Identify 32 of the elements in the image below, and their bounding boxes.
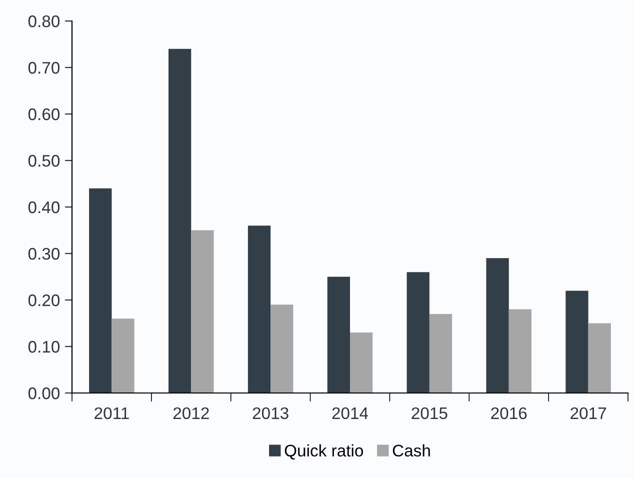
x-tick-label: 2014 [332,407,368,420]
bar [429,314,452,393]
y-tick-label: 0.70 [28,62,60,74]
x-tick-label: 2017 [570,407,606,420]
bar [588,323,611,393]
y-tick-label: 0.40 [28,201,60,214]
bar [270,304,294,393]
bar [248,226,271,393]
y-tick-label: 0.60 [28,108,60,120]
y-tick-label: 0.00 [28,387,60,400]
bar [486,258,509,393]
x-tick-label: 2013 [252,407,288,420]
bar [168,48,192,393]
legend-label: Quick ratio [284,444,364,460]
bar [350,332,373,393]
y-tick-label: 0.50 [28,154,60,167]
y-tick-label: 0.20 [28,294,60,306]
x-tick-label: 2012 [173,407,209,420]
x-tick-label: 2015 [412,407,448,420]
y-tick-label: 0.10 [28,340,60,353]
x-tick-label: 2016 [491,407,527,420]
legend-label: Cash [392,444,430,457]
bar [191,230,214,393]
y-tick-label: 0.30 [28,248,60,260]
y-tick-label: 0.80 [28,15,60,28]
bar [508,309,532,393]
bar [566,290,588,393]
bar [406,272,430,393]
x-tick-label: 2011 [94,407,129,420]
bar [89,188,112,393]
bar [112,318,134,393]
bar [327,276,350,393]
